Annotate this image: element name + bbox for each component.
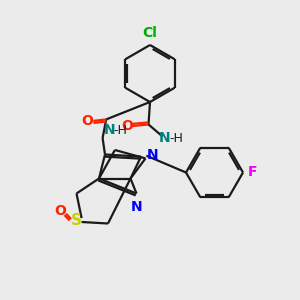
Text: N: N (131, 200, 142, 214)
Text: N: N (146, 148, 158, 162)
Text: O: O (121, 119, 133, 133)
Text: O: O (81, 114, 93, 128)
Text: N: N (159, 131, 171, 145)
Text: -H: -H (114, 124, 128, 137)
Text: F: F (248, 166, 257, 179)
Text: O: O (54, 204, 66, 218)
Text: -H: -H (169, 131, 183, 145)
Text: S: S (70, 213, 81, 228)
Text: Cl: Cl (142, 26, 158, 40)
Text: N: N (104, 123, 116, 137)
